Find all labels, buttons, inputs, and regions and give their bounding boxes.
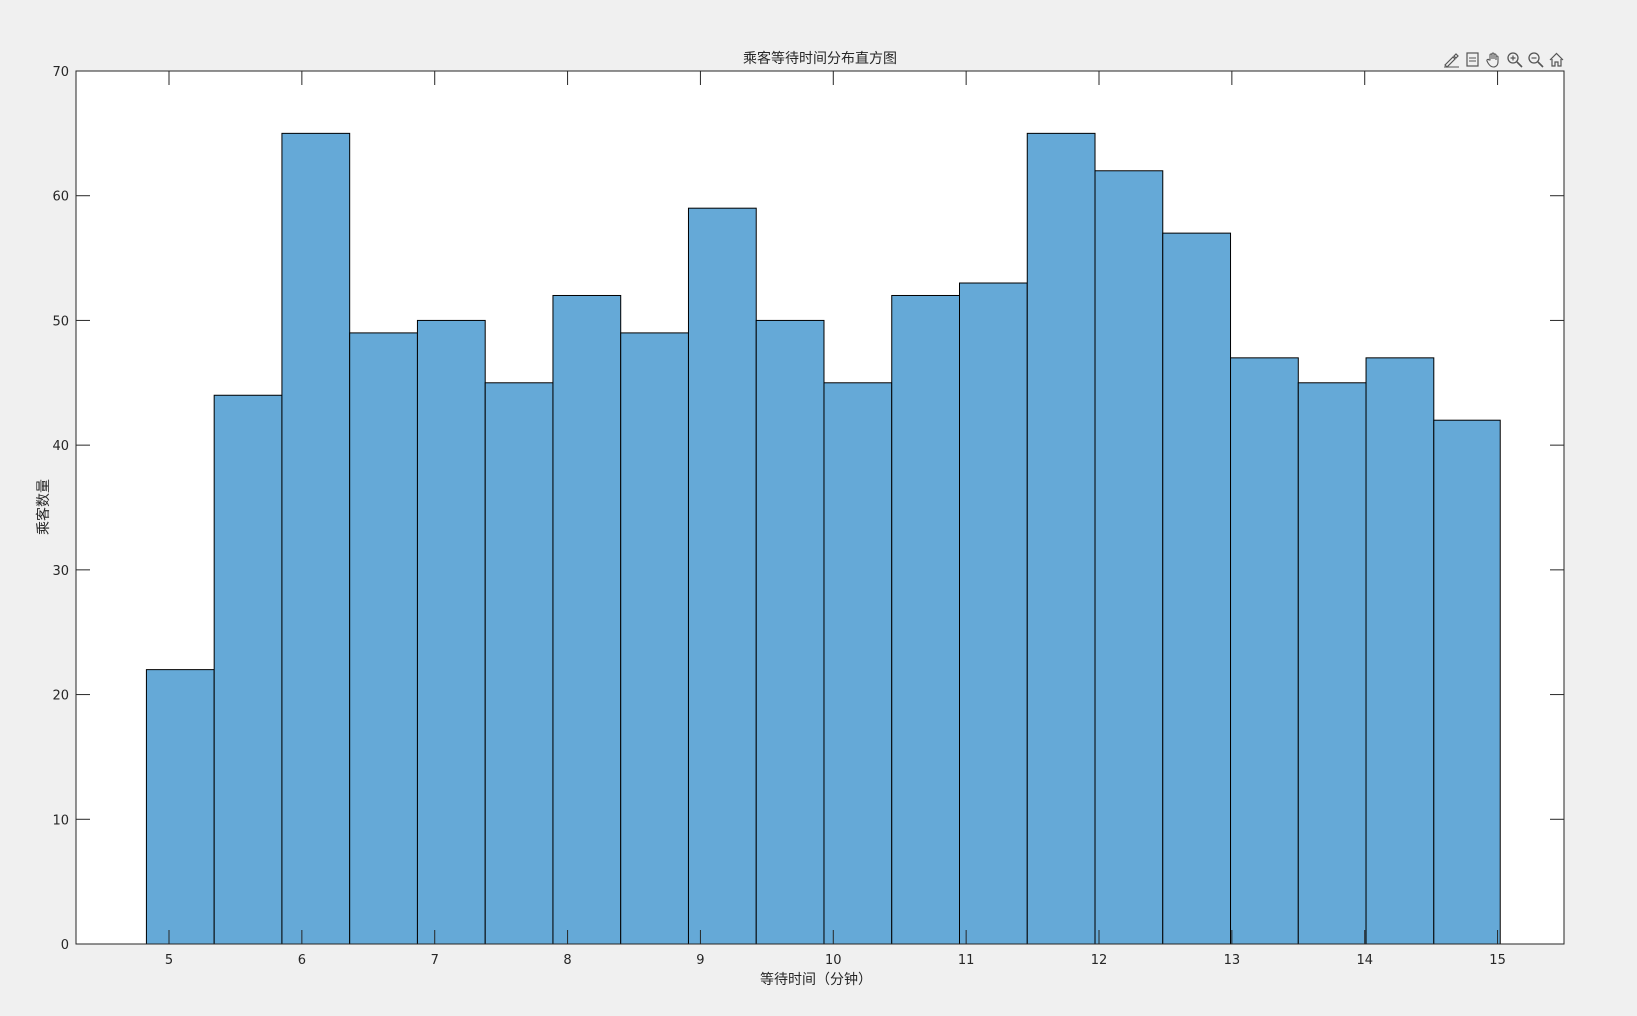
brush-edit-icon[interactable]: [1442, 49, 1461, 69]
histogram-bar: [484, 382, 554, 945]
bars-group: [145, 132, 1501, 945]
histogram-bar: [755, 319, 825, 945]
x-tick-label: 6: [298, 953, 306, 968]
histogram-bar: [552, 294, 622, 945]
home-restore-icon[interactable]: [1547, 49, 1566, 69]
histogram-bar: [145, 669, 215, 945]
y-axis-label: 乘客数量: [35, 479, 52, 535]
histogram-bar: [416, 319, 486, 945]
x-axis-label: 等待时间（分钟）: [760, 971, 872, 988]
y-tick-label: 20: [52, 689, 69, 704]
data-tips-icon[interactable]: [1463, 49, 1482, 69]
histogram-bar: [1365, 357, 1435, 945]
histogram-bar: [620, 332, 689, 945]
histogram-bar: [1162, 232, 1232, 945]
histogram-bar: [1026, 132, 1096, 945]
histogram-bar: [349, 332, 418, 945]
x-tick-label: 13: [1224, 953, 1241, 968]
histogram-bar: [959, 282, 1028, 945]
histogram-bar: [213, 394, 283, 945]
zoom-in-icon[interactable]: [1505, 49, 1524, 69]
zoom-out-icon[interactable]: [1526, 49, 1545, 69]
pan-hand-icon[interactable]: [1484, 49, 1503, 69]
x-tick-label: 14: [1356, 953, 1373, 968]
chart-title: 乘客等待时间分布直方图: [743, 50, 897, 67]
x-tick-label: 12: [1091, 953, 1108, 968]
y-tick-label: 10: [52, 813, 69, 828]
histogram-bar: [1433, 419, 1501, 945]
x-tick-label: 9: [696, 953, 704, 968]
histogram-bar: [1230, 357, 1299, 945]
y-tick-label: 0: [61, 938, 69, 953]
histogram-bar: [1297, 382, 1367, 945]
histogram-bar: [823, 382, 893, 945]
x-tick-label: 11: [958, 953, 975, 968]
axes-box: [75, 70, 1565, 945]
axes-toolbar: [1442, 48, 1566, 70]
histogram-bar: [281, 132, 351, 945]
y-tick-label: 30: [52, 564, 69, 579]
x-tick-label: 5: [165, 953, 173, 968]
x-tick-label: 8: [563, 953, 571, 968]
y-tick-label: 50: [52, 314, 69, 329]
y-tick-label: 70: [52, 65, 69, 80]
histogram-bar: [1094, 170, 1164, 945]
y-tick-label: 40: [52, 439, 69, 454]
y-tick-label: 60: [52, 190, 69, 205]
x-tick-label: 10: [825, 953, 842, 968]
x-tick-label: 7: [431, 953, 439, 968]
x-tick-label: 15: [1489, 953, 1506, 968]
histogram-bar: [687, 207, 757, 945]
histogram-bar: [891, 294, 960, 945]
